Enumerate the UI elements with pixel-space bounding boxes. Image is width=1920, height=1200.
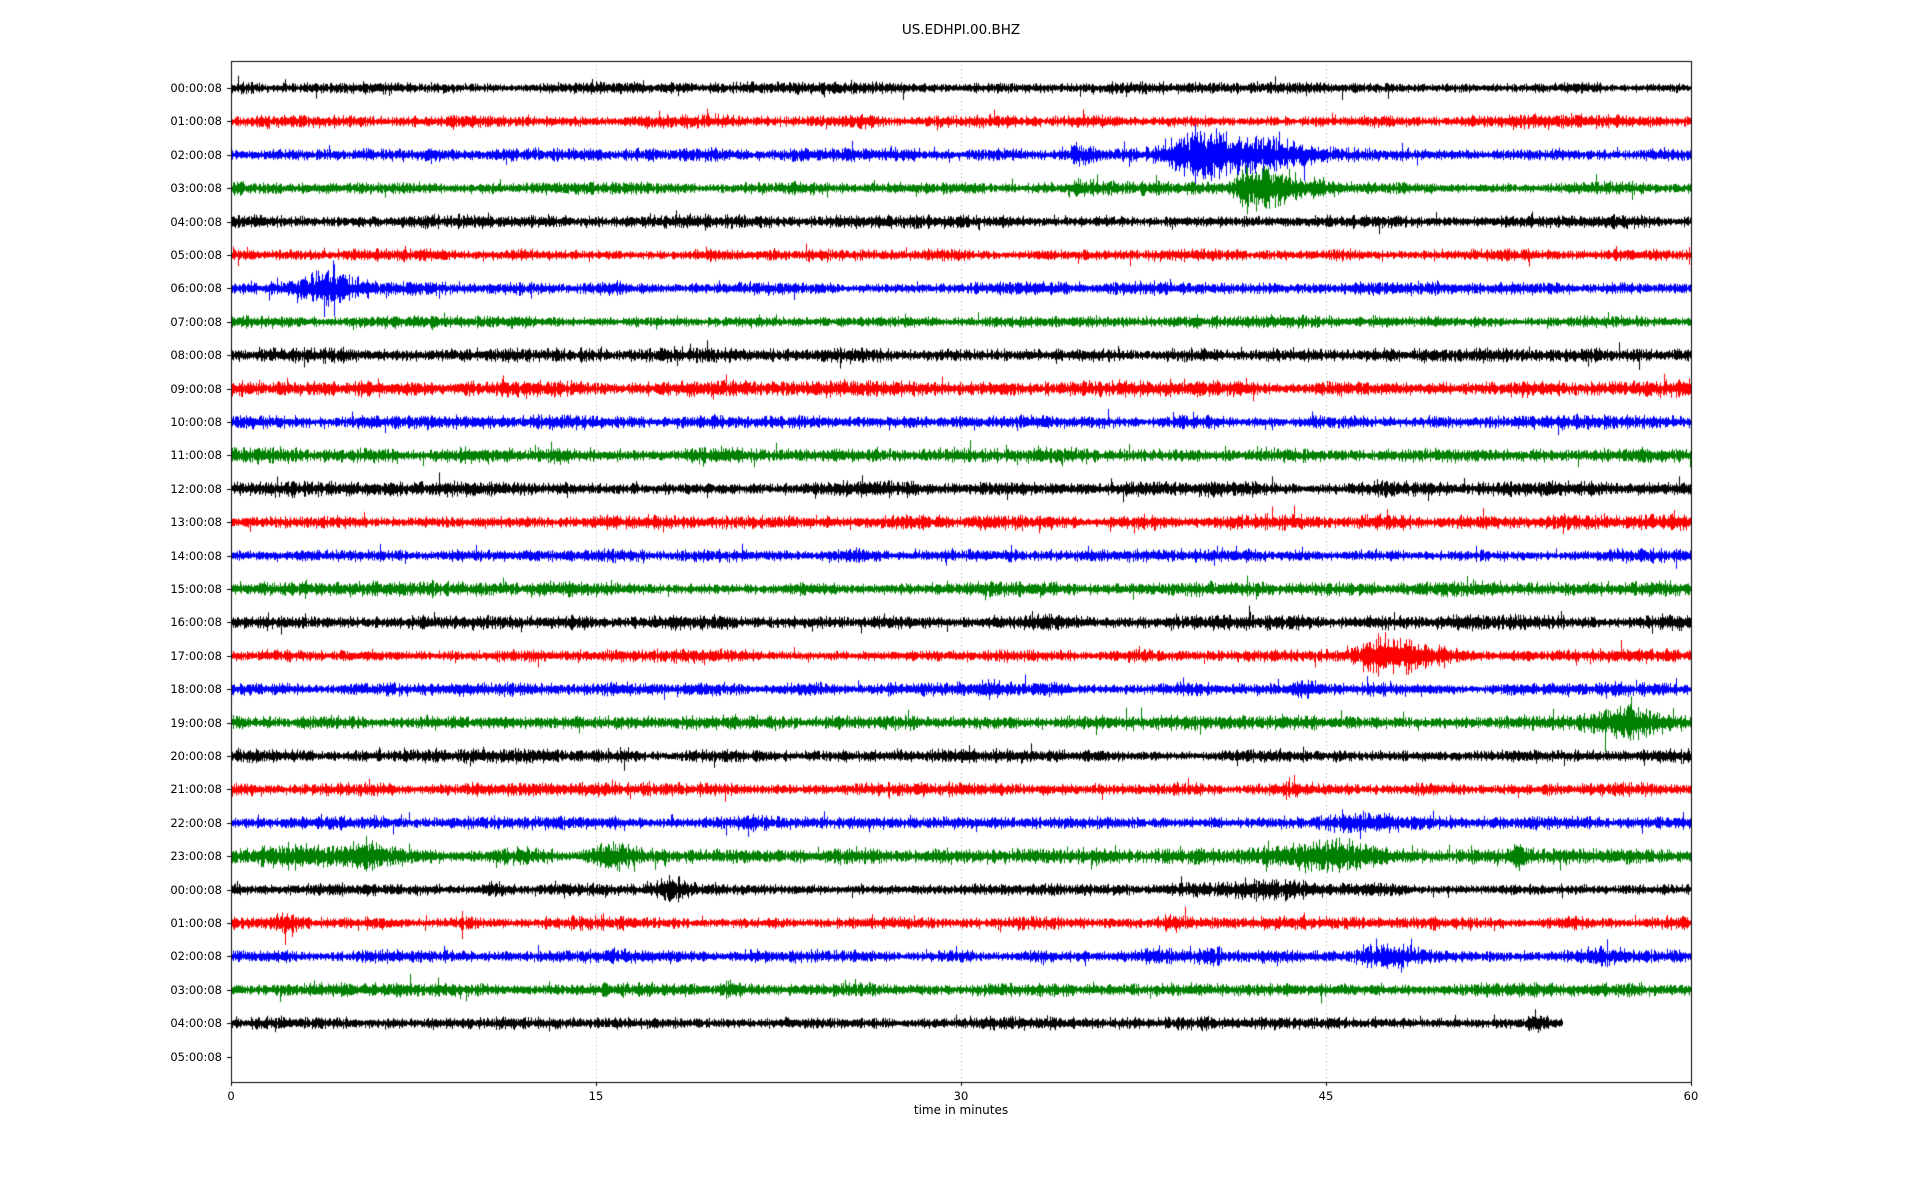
y-tick-label: 13:00:08 — [170, 515, 222, 530]
y-tick-label: 09:00:08 — [170, 381, 222, 396]
x-tick-label: 15 — [588, 1089, 604, 1103]
y-tick-label: 02:00:08 — [170, 949, 222, 964]
y-tick-label: 07:00:08 — [170, 314, 222, 329]
y-tick-label: 04:00:08 — [170, 214, 222, 229]
x-tick-label: 0 — [227, 1089, 235, 1103]
x-tick-label: 45 — [1318, 1089, 1334, 1103]
y-tick-label: 23:00:08 — [170, 849, 222, 864]
y-tick-label: 05:00:08 — [170, 1049, 222, 1064]
y-tick-label: 08:00:08 — [170, 348, 222, 363]
y-tick-label: 15:00:08 — [170, 582, 222, 596]
y-tick-label: 04:00:08 — [170, 1016, 222, 1031]
y-tick-label: 20:00:08 — [170, 749, 222, 763]
y-tick-label: 03:00:08 — [170, 982, 222, 997]
y-tick-label: 01:00:08 — [170, 114, 222, 129]
x-axis-label: time in minutes — [913, 1103, 1009, 1117]
chart-title: US.EDHPI.00.BHZ — [901, 22, 1021, 38]
y-tick-label: 14:00:08 — [170, 548, 222, 563]
x-tick-label: 60 — [1683, 1089, 1699, 1103]
y-tick-label: 01:00:08 — [170, 916, 222, 930]
y-tick-label: 10:00:08 — [170, 415, 222, 429]
y-tick-label: 22:00:08 — [170, 815, 222, 830]
y-tick-label: 06:00:08 — [170, 281, 222, 296]
x-tick-label: 30 — [953, 1089, 969, 1103]
y-tick-label: 16:00:08 — [170, 615, 222, 630]
y-tick-label: 05:00:08 — [170, 248, 222, 262]
y-tick-label: 12:00:08 — [170, 481, 222, 496]
y-tick-label: 19:00:08 — [170, 715, 222, 730]
y-tick-label: 17:00:08 — [170, 648, 222, 663]
y-tick-label: 18:00:08 — [170, 682, 222, 697]
y-tick-label: 21:00:08 — [170, 782, 222, 797]
y-tick-label: 00:00:08 — [170, 882, 222, 897]
y-tick-label: 11:00:08 — [170, 448, 222, 463]
y-tick-label: 00:00:08 — [170, 81, 222, 95]
y-tick-label: 02:00:08 — [170, 147, 222, 162]
y-tick-label: 03:00:08 — [170, 181, 222, 196]
